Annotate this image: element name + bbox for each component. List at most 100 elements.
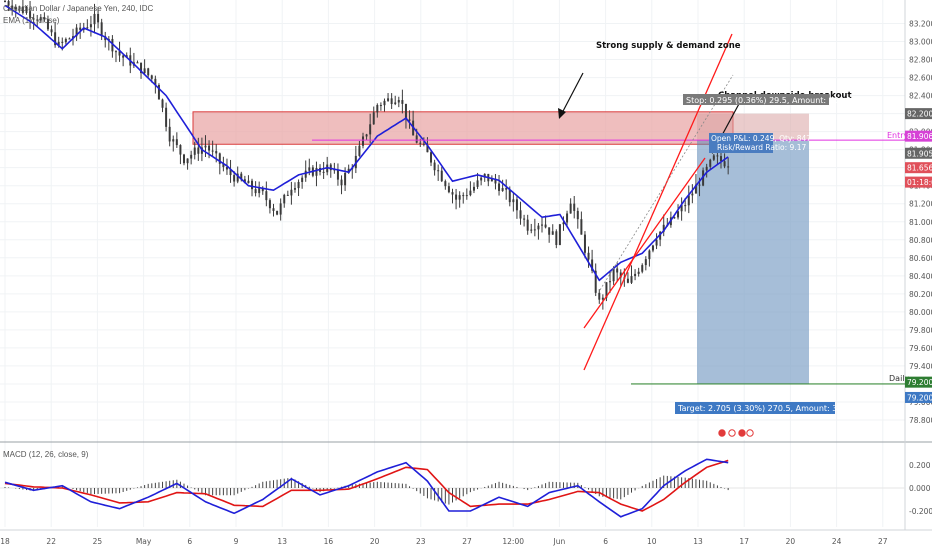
candle-body	[186, 158, 189, 164]
price-tick-label: 82.800	[909, 56, 932, 65]
candle-body	[490, 178, 493, 182]
candle-body	[54, 32, 57, 46]
candle-body	[29, 11, 32, 19]
candle-body	[308, 167, 311, 171]
time-tick-label: 23	[416, 537, 426, 546]
position-layer	[697, 113, 809, 384]
time-tick-label: Jun	[553, 537, 566, 546]
candle-body	[544, 224, 547, 228]
candle-body	[619, 272, 622, 278]
candle-body	[483, 173, 486, 178]
time-tick-label: 20	[786, 537, 796, 546]
candle-body	[659, 231, 662, 240]
target-label: Target: 2.705 (3.30%) 270.5, Amount: 329…	[677, 404, 865, 413]
candle-body	[533, 229, 536, 231]
time-tick-label: 9	[234, 537, 239, 546]
candle-body	[401, 100, 404, 104]
supply-demand-zone-layer	[192, 111, 734, 145]
candle-body	[451, 192, 454, 195]
time-tick-label: 6	[187, 537, 192, 546]
stop-label-box	[683, 94, 829, 105]
time-tick-label: 27	[878, 537, 888, 546]
candle-body	[114, 51, 117, 53]
price-tick-label: 80.600	[909, 254, 932, 263]
time-tick-label: 27	[462, 537, 472, 546]
candle-body	[512, 199, 515, 203]
candle-body	[46, 19, 49, 30]
macd-legend: MACD (12, 26, close, 9)	[3, 450, 89, 459]
candle-body	[430, 152, 433, 163]
stop-price-tag-bg	[905, 108, 932, 120]
candle-body	[369, 124, 372, 135]
target-zone-shade	[697, 145, 809, 384]
candle-body	[447, 186, 450, 193]
candle-body	[365, 134, 368, 137]
candle-body	[150, 75, 153, 79]
price-tick-label: 80.200	[909, 290, 932, 299]
price-tick-label: 83.000	[909, 38, 932, 47]
candle-body	[598, 292, 601, 300]
candle-body	[680, 205, 683, 212]
price-tick-label: 80.000	[909, 308, 932, 317]
candle-body	[297, 181, 300, 189]
candle-body	[562, 222, 565, 225]
target-label-box	[675, 402, 835, 414]
candle-body	[57, 41, 60, 46]
candle-body	[616, 268, 619, 273]
candle-body	[290, 189, 293, 196]
candle-body	[551, 231, 554, 235]
candle-body	[655, 239, 658, 246]
candle-body	[673, 217, 676, 219]
candle-body	[283, 194, 286, 204]
candle-body	[630, 276, 633, 283]
candle-body	[415, 135, 418, 143]
candle-body	[322, 171, 325, 173]
candle-body	[609, 281, 612, 283]
price-tick-label: 78.800	[909, 416, 932, 425]
candle-body	[111, 38, 114, 52]
event-flag-icon	[728, 429, 736, 437]
candle-body	[204, 145, 207, 148]
candle-body	[530, 229, 533, 231]
candle-body	[465, 195, 468, 197]
candle-body	[140, 62, 143, 74]
candle-body	[118, 51, 121, 56]
candle-body	[265, 191, 268, 201]
candle-body	[236, 173, 239, 182]
candle-body	[179, 145, 182, 155]
candle-body	[641, 265, 644, 272]
candle-body	[394, 102, 397, 105]
candle-body	[462, 195, 465, 197]
supply-zone-rect	[192, 111, 734, 145]
candle-body	[651, 245, 654, 251]
candle-body	[211, 150, 214, 152]
candle-body	[720, 156, 722, 162]
ema-line	[4, 4, 729, 282]
daily-price-tag: 79.200	[907, 378, 932, 387]
price-tick-label: 82.600	[909, 74, 932, 83]
candle-body	[190, 154, 193, 159]
candle-body	[644, 259, 647, 266]
candle-body	[404, 103, 407, 120]
candle-body	[233, 175, 236, 182]
candle-body	[258, 188, 261, 194]
candle-body	[157, 84, 160, 100]
candle-body	[594, 270, 597, 293]
open-pl-box	[709, 133, 773, 153]
candle-body	[93, 13, 96, 25]
macd-tick-label: 0.000	[909, 484, 931, 493]
countdown-tag: 01:18:00	[907, 178, 932, 187]
daily-label: Daily	[889, 374, 910, 383]
time-tick-label: 20	[370, 537, 380, 546]
price-tick-label: 79.400	[909, 362, 932, 371]
candle-body	[215, 151, 218, 154]
candle-body	[583, 234, 586, 253]
candle-body	[147, 68, 150, 76]
price-tick-label: 79.800	[909, 326, 932, 335]
candle-body	[601, 297, 604, 300]
candle-body	[172, 139, 175, 142]
candle-body	[677, 211, 680, 218]
candle-body	[329, 164, 332, 171]
candle-body	[279, 203, 282, 215]
